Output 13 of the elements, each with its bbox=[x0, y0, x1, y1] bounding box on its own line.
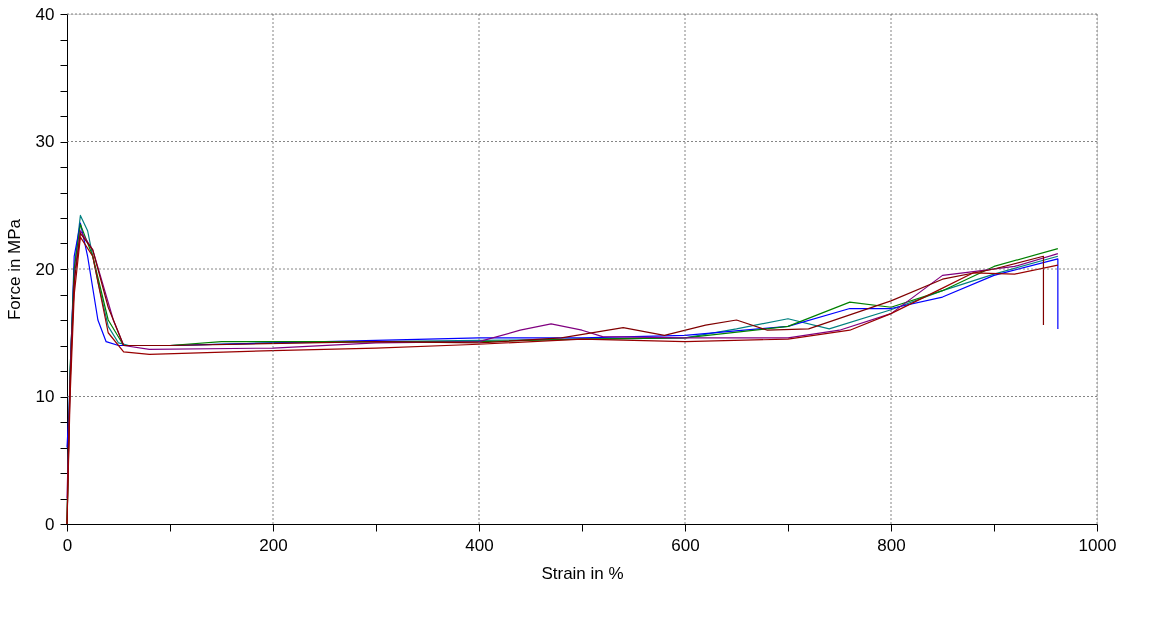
x-tick-label: 1000 bbox=[1078, 535, 1117, 555]
x-tick-label: 400 bbox=[465, 535, 494, 555]
y-tick-label: 30 bbox=[35, 132, 55, 151]
x-tick-label: 600 bbox=[671, 535, 700, 555]
y-axis-title: Force in MPa bbox=[4, 218, 24, 321]
y-tick-label: 20 bbox=[35, 259, 55, 279]
y-tick-label: 0 bbox=[45, 514, 55, 534]
x-tick-label: 800 bbox=[877, 535, 906, 555]
y-tick-label: 10 bbox=[35, 387, 55, 406]
y-tick-label: 40 bbox=[35, 4, 55, 24]
x-tick-label: 0 bbox=[62, 535, 73, 555]
x-axis-title: Strain in % bbox=[541, 563, 624, 583]
x-tick-label: 200 bbox=[259, 535, 288, 555]
